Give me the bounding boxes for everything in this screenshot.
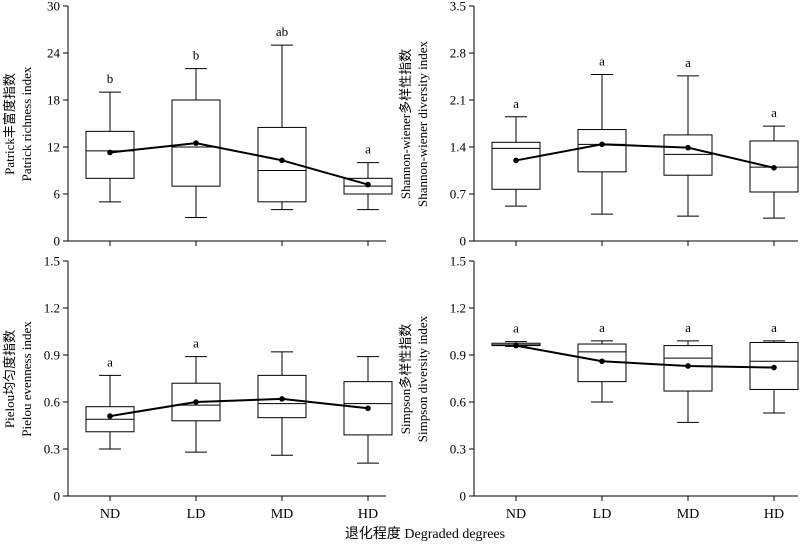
significance-letter: a (599, 320, 605, 335)
box-ND: a (491, 96, 541, 207)
mean-point (365, 405, 371, 412)
mean-trend-line (109, 397, 369, 418)
iqr-box (491, 141, 541, 190)
y-tick-label: 6 (54, 187, 61, 202)
iqr-box (663, 134, 713, 176)
y-tick-label: 2.8 (450, 46, 466, 61)
y-tick-label: 0.6 (44, 395, 61, 410)
x-category-label: LD (187, 507, 206, 522)
mean-point (599, 141, 605, 148)
y-tick-label: 1.5 (44, 254, 60, 269)
mean-point (771, 165, 777, 171)
significance-letter: ab (276, 24, 288, 39)
x-category-label: HD (358, 507, 378, 522)
mean-point (193, 140, 199, 146)
y-tick-label: 2.1 (450, 93, 466, 108)
y-tick-label: 0 (54, 489, 61, 504)
significance-letter: a (513, 321, 519, 336)
significance-letter: a (685, 320, 691, 335)
y-tick-label: 24 (47, 46, 61, 61)
box-MD: a (663, 320, 713, 423)
significance-letter: a (513, 96, 519, 111)
y-tick-label: 0 (460, 234, 467, 249)
y-axis-label-cn: Patrick丰富度指数 (2, 73, 17, 175)
y-tick-label: 0.9 (450, 348, 466, 363)
y-axis-label-en: Pielou evenness index (19, 321, 34, 437)
significance-letter: a (599, 53, 605, 68)
y-tick-label: 18 (47, 93, 60, 108)
y-tick-label: 0.3 (44, 442, 60, 457)
mean-point (107, 413, 113, 419)
significance-letter: b (193, 48, 200, 63)
significance-letter: a (107, 354, 113, 369)
y-tick-label: 0.3 (450, 442, 466, 457)
y-axis-label-cn: Shannon-wiener多样性指数 (398, 49, 413, 199)
x-category-label: ND (506, 507, 526, 522)
significance-letter: a (771, 320, 777, 335)
box-ND: b (85, 71, 135, 203)
box-ND: a (85, 354, 135, 450)
y-tick-label: 3.5 (450, 0, 466, 14)
significance-letter: a (685, 55, 691, 70)
box-LD: a (577, 53, 627, 215)
box-HD: a (343, 142, 393, 211)
y-tick-label: 1.2 (450, 301, 466, 316)
significance-letter: b (107, 71, 114, 86)
box-MD (257, 351, 307, 456)
mean-point (279, 396, 285, 402)
y-tick-label: 1.2 (44, 301, 60, 316)
box-LD: b (171, 48, 221, 218)
y-axis-label-cn: Simpson多样性指数 (398, 324, 413, 435)
x-category-label: MD (677, 507, 700, 522)
y-tick-label: 1.5 (450, 254, 466, 269)
x-category-label: LD (593, 507, 612, 522)
y-tick-label: 0.7 (450, 187, 467, 202)
y-axis-label-en: Patrick richness index (19, 66, 34, 181)
x-category-label: ND (100, 507, 120, 522)
mean-point (513, 157, 519, 164)
mean-point (365, 181, 371, 188)
panel-3: 0 0.3 0.6 0.9 1.2 1.5 ND LD MD HD Pielou均匀度指数 Pielo… (2, 254, 393, 522)
x-category-label: HD (764, 507, 784, 522)
panel-2: 0 0.7 1.4 2.1 2.8 3.5 Shannon-wiener多样性指数 Shann… (398, 0, 799, 249)
box-HD: a (749, 320, 799, 414)
box-MD: ab (257, 24, 307, 211)
box-HD: a (749, 105, 799, 219)
y-axis-label-en: Shannon-wiener diversity index (415, 40, 430, 207)
y-tick-label: 0 (54, 234, 61, 249)
significance-letter: a (193, 336, 199, 351)
x-axis-label: 退化程度 Degraded degrees (345, 526, 505, 542)
mean-trend-line (109, 142, 369, 186)
mean-point (771, 364, 777, 371)
mean-point (685, 144, 691, 151)
y-tick-label: 1.4 (450, 140, 467, 155)
iqr-box (577, 129, 627, 173)
mean-point (107, 149, 113, 156)
y-axis-label-cn: Pielou均匀度指数 (2, 330, 17, 428)
mean-point (685, 363, 691, 369)
box-LD: a (171, 336, 221, 453)
y-tick-label: 0.6 (450, 395, 467, 410)
iqr-box (257, 374, 307, 419)
mean-point (599, 358, 605, 365)
y-axis-label-en: Simpson diversity index (415, 315, 430, 442)
mean-point (193, 399, 199, 405)
mean-point (279, 157, 285, 164)
panel-1: 0 6 12 18 24 30 Patrick丰富度指数 Patrick richness i… (2, 0, 393, 249)
significance-letter: a (771, 105, 777, 120)
y-tick-label: 0.9 (44, 348, 60, 363)
y-tick-label: 30 (47, 0, 60, 14)
significance-letter: a (365, 142, 371, 157)
panel-4: 0 0.3 0.6 0.9 1.2 1.5 ND LD MD HD Simpson多样性指数 Simp… (398, 254, 799, 522)
box-MD: a (663, 55, 713, 217)
mean-trend-line (515, 143, 775, 169)
y-tick-label: 12 (47, 140, 60, 155)
y-tick-label: 0 (460, 489, 467, 504)
mean-point (513, 342, 519, 349)
mean-trend-line (515, 344, 775, 369)
box-ND: a (491, 321, 541, 347)
x-category-label: MD (271, 507, 294, 522)
